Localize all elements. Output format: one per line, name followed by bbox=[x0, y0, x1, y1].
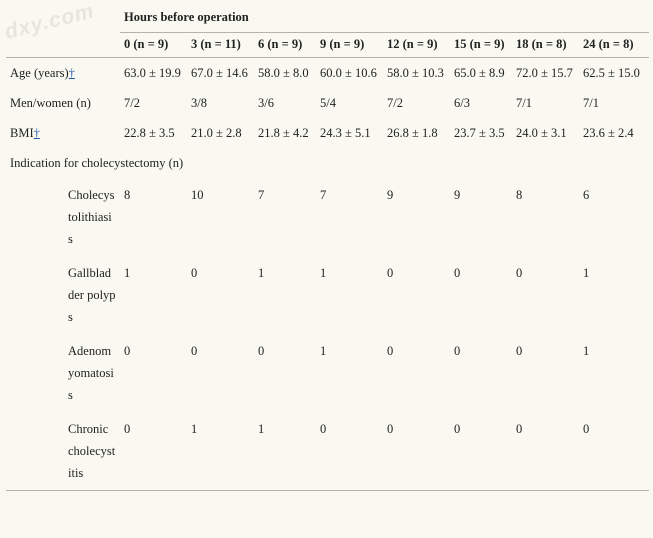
table-row-cholecystolithiasis: Cholecystolithiasis 8 10 7 7 9 9 8 6 bbox=[6, 178, 649, 256]
table-cell: 3/6 bbox=[258, 96, 274, 110]
table-cell: 1 bbox=[583, 344, 590, 358]
table-cell: 10 bbox=[191, 188, 204, 202]
footnote-link[interactable]: † bbox=[33, 126, 40, 140]
table-cell: 7/2 bbox=[124, 96, 140, 110]
table-cell: 72.0 ± 15.7 bbox=[516, 66, 573, 80]
data-table: Hours before operation 0 (n = 9) 3 (n = … bbox=[6, 2, 650, 491]
table-cell: 6 bbox=[583, 188, 590, 202]
table-cell: 1 bbox=[320, 344, 327, 358]
table-cell: 3/8 bbox=[191, 96, 207, 110]
footnote-link[interactable]: † bbox=[68, 66, 75, 80]
table-cell: 58.0 ± 10.3 bbox=[387, 66, 444, 80]
table-cell: 1 bbox=[320, 266, 327, 280]
table-cell: 6/3 bbox=[454, 96, 470, 110]
table-cell: 8 bbox=[516, 188, 523, 202]
table-cell: 23.7 ± 3.5 bbox=[454, 126, 505, 140]
section-heading: Indication for cholecystectomy (n) bbox=[10, 156, 184, 170]
column-header: 18 (n = 8) bbox=[512, 32, 579, 58]
table-cell: 0 bbox=[120, 412, 187, 491]
header-group-title: Hours before operation bbox=[120, 2, 650, 33]
table-cell: 63.0 ± 19.9 bbox=[124, 66, 181, 80]
row-label-text: BMI bbox=[10, 126, 34, 140]
table-cell: 0 bbox=[191, 344, 198, 358]
table-cell: 62.5 ± 15.0 bbox=[583, 66, 640, 80]
row-label: Chronic cholecystitis bbox=[6, 412, 120, 491]
table-cell: 8 bbox=[124, 188, 131, 202]
table-cell: 0 bbox=[450, 412, 512, 491]
table-cell: 9 bbox=[454, 188, 461, 202]
column-header: 24 (n = 8) bbox=[579, 32, 650, 58]
table-cell: 7 bbox=[258, 188, 265, 202]
table-cell: 0 bbox=[512, 412, 579, 491]
row-label-text: Cholecystolithiasis bbox=[68, 188, 115, 246]
table-cell: 0 bbox=[454, 344, 461, 358]
row-label: Age (years)† bbox=[6, 58, 120, 89]
header-empty-cell bbox=[6, 32, 120, 58]
table-cell: 1 bbox=[583, 266, 590, 280]
table-cell: 60.0 ± 10.6 bbox=[320, 66, 377, 80]
table-cell: 0 bbox=[454, 266, 461, 280]
table-row-age: Age (years)† 63.0 ± 19.9 67.0 ± 14.6 58.… bbox=[6, 58, 649, 89]
table-cell: 0 bbox=[316, 412, 383, 491]
column-header: 9 (n = 9) bbox=[316, 32, 383, 58]
table-cell: 26.8 ± 1.8 bbox=[387, 126, 438, 140]
table-cell: 0 bbox=[191, 266, 198, 280]
table-cell: 0 bbox=[258, 344, 265, 358]
column-header: 6 (n = 9) bbox=[254, 32, 316, 58]
table-cell: 21.0 ± 2.8 bbox=[191, 126, 242, 140]
table-cell: 58.0 ± 8.0 bbox=[258, 66, 309, 80]
table-cell: 1 bbox=[187, 412, 254, 491]
column-header: 15 (n = 9) bbox=[450, 32, 512, 58]
table-cell: 0 bbox=[383, 412, 450, 491]
row-label: Men/women (n) bbox=[10, 96, 91, 110]
column-header: 0 (n = 9) bbox=[120, 32, 187, 58]
table-row-gallbladder-polyps: Gallbladder polyps 1 0 1 1 0 0 0 1 bbox=[6, 256, 649, 334]
table-cell: 7/2 bbox=[387, 96, 403, 110]
header-row-columns: 0 (n = 9) 3 (n = 11) 6 (n = 9) 9 (n = 9)… bbox=[6, 32, 650, 58]
row-label-text: Age (years) bbox=[10, 66, 69, 80]
table-cell: 0 bbox=[516, 266, 523, 280]
table-row-bmi: BMI† 22.8 ± 3.5 21.0 ± 2.8 21.8 ± 4.2 24… bbox=[6, 118, 649, 148]
table-cell: 9 bbox=[387, 188, 394, 202]
table-cell: 1 bbox=[124, 266, 131, 280]
table-cell: 65.0 ± 8.9 bbox=[454, 66, 505, 80]
table-cell: 0 bbox=[124, 344, 131, 358]
table-cell: 7/1 bbox=[583, 96, 599, 110]
row-label-text: Adenomyomatosis bbox=[68, 344, 114, 402]
column-header: 3 (n = 11) bbox=[187, 32, 254, 58]
table-cell: 0 bbox=[387, 266, 394, 280]
table-cell: 7 bbox=[320, 188, 327, 202]
row-label: Cholecystolithiasis bbox=[6, 178, 120, 256]
table-cell: 0 bbox=[579, 412, 650, 491]
row-label-text: Gallbladder polyps bbox=[68, 266, 116, 324]
table-row-sex: Men/women (n) 7/2 3/8 3/6 5/4 7/2 6/3 7/… bbox=[6, 88, 649, 118]
table-cell: 7/1 bbox=[516, 96, 532, 110]
table-row-adenomyomatosis: Adenomyomatosis 0 0 0 1 0 0 0 1 bbox=[6, 334, 649, 412]
table-cell: 23.6 ± 2.4 bbox=[583, 126, 634, 140]
table-cell: 24.0 ± 3.1 bbox=[516, 126, 567, 140]
row-label: BMI† bbox=[6, 118, 120, 148]
row-label: Adenomyomatosis bbox=[6, 334, 120, 412]
row-label-text: Chronic cholecystitis bbox=[68, 422, 116, 480]
table-row-indication: Indication for cholecystectomy (n) bbox=[6, 148, 649, 178]
table-cell: 1 bbox=[254, 412, 316, 491]
table-cell: 1 bbox=[258, 266, 265, 280]
table-cell: 24.3 ± 5.1 bbox=[320, 126, 371, 140]
header-empty-cell bbox=[6, 2, 120, 33]
header-row-group: Hours before operation bbox=[6, 2, 650, 33]
column-header: 12 (n = 9) bbox=[383, 32, 450, 58]
table-cell: 67.0 ± 14.6 bbox=[191, 66, 248, 80]
table-cell: 21.8 ± 4.2 bbox=[258, 126, 309, 140]
table-cell: 0 bbox=[387, 344, 394, 358]
table-cell: 0 bbox=[516, 344, 523, 358]
table-row-chronic-cholecystitis: Chronic cholecystitis 0 1 1 0 0 0 0 0 bbox=[6, 412, 650, 491]
row-label: Gallbladder polyps bbox=[6, 256, 120, 334]
table-cell: 22.8 ± 3.5 bbox=[124, 126, 175, 140]
table-cell: 5/4 bbox=[320, 96, 336, 110]
